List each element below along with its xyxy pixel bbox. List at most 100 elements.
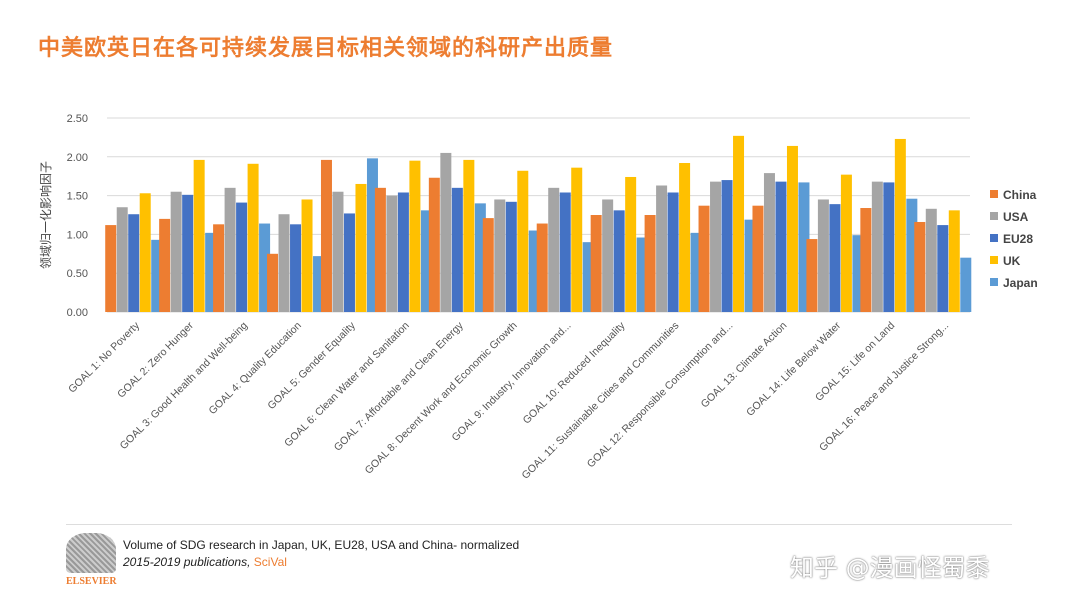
y-tick-label: 2.00 (67, 152, 88, 164)
bar-japan (690, 232, 702, 312)
bar-japan (906, 198, 918, 312)
scival-link[interactable]: SciVal (253, 555, 287, 569)
bar-eu28 (613, 210, 625, 312)
bar-uk (948, 210, 960, 312)
separator: , (247, 555, 254, 569)
bar-uk (409, 160, 421, 312)
legend-swatch-usa (990, 212, 998, 220)
bar-japan (420, 210, 432, 312)
y-tick-label: 0.00 (67, 307, 88, 319)
legend-swatch-japan (990, 278, 998, 286)
publication-text: 2015-2019 publications, SciVal (123, 555, 287, 569)
bar-japan (582, 242, 594, 312)
bar-usa (710, 181, 722, 312)
bar-uk (733, 135, 745, 312)
footer-divider (66, 524, 1012, 525)
bar-uk (786, 145, 798, 312)
bar-usa (494, 199, 506, 312)
bar-eu28 (451, 187, 463, 312)
y-tick-label: 0.50 (67, 268, 88, 280)
bar-japan (205, 232, 217, 312)
bar-uk (193, 159, 205, 312)
bar-japan (852, 235, 864, 312)
source-text: Volume of SDG research in Japan, UK, EU2… (123, 538, 520, 552)
bar-eu28 (505, 201, 517, 312)
bar-eu28 (290, 224, 302, 312)
bar-china (267, 253, 279, 312)
bar-japan (744, 219, 756, 312)
bar-eu28 (775, 181, 787, 312)
slide-title: 中美欧英日在各可持续发展目标相关领域的科研产出质量 (38, 36, 614, 61)
x-tick-label: GOAL 9: Industry, Innovation and... (450, 320, 574, 444)
tree-icon (66, 533, 116, 573)
bar-uk (139, 193, 151, 312)
bar-uk (679, 163, 691, 312)
bar-eu28 (559, 192, 571, 312)
bar-japan (528, 230, 540, 312)
legend-label: USA (1003, 210, 1029, 224)
legend-label: EU28 (1003, 232, 1033, 246)
legend-swatch-eu28 (990, 234, 998, 242)
pub-years: 2015-2019 publications (123, 555, 248, 569)
bar-china (752, 205, 764, 312)
bar-eu28 (236, 202, 248, 312)
legend-swatch-china (990, 190, 998, 198)
logo-text: ELSEVIER (66, 576, 117, 587)
bar-uk (247, 163, 259, 312)
legend-swatch-uk (990, 256, 998, 264)
bar-uk (571, 167, 583, 312)
bar-uk (355, 183, 367, 312)
elsevier-logo: ELSEVIER (66, 533, 118, 587)
bar-usa (440, 152, 452, 312)
bar-usa (817, 199, 829, 312)
bar-usa (763, 173, 775, 312)
bar-usa (925, 208, 937, 312)
bar-eu28 (397, 192, 409, 312)
bar-usa (224, 187, 236, 312)
bar-uk (894, 138, 906, 312)
bar-china (806, 239, 818, 312)
bar-usa (332, 191, 344, 312)
bar-uk (840, 174, 852, 312)
x-tick-label: GOAL 10: Reduced Inequality (521, 319, 628, 426)
bar-china (105, 225, 117, 312)
bar-eu28 (937, 225, 949, 312)
bar-japan (366, 158, 378, 312)
bar-china (698, 205, 710, 312)
bar-china (320, 159, 332, 312)
bar-usa (386, 195, 398, 312)
legend-label: China (1003, 188, 1037, 202)
bar-uk (517, 170, 529, 312)
bar-uk (301, 199, 313, 312)
bar-japan (474, 203, 486, 312)
x-tick-label: GOAL 4: Quality Education (207, 320, 304, 417)
y-axis-label: 领域归一化影响因子 (38, 161, 53, 269)
bar-usa (656, 185, 668, 312)
bar-japan (636, 237, 648, 312)
bar-japan (259, 223, 271, 312)
bar-eu28 (721, 180, 733, 312)
bar-eu28 (829, 204, 841, 312)
bar-china (159, 218, 171, 312)
bar-china (536, 223, 548, 312)
x-tick-label: GOAL 5: Gender Equality (265, 319, 358, 412)
bar-eu28 (667, 192, 679, 312)
bar-china (914, 221, 926, 312)
y-tick-label: 2.50 (67, 113, 88, 125)
bar-usa (602, 199, 614, 312)
legend-label: UK (1003, 254, 1021, 268)
bar-usa (116, 207, 128, 312)
bar-uk (625, 176, 637, 312)
bar-china (482, 218, 494, 312)
bar-china (590, 215, 602, 312)
bar-japan (313, 256, 325, 312)
bar-japan (960, 257, 972, 312)
x-tick-label: GOAL 14: Life Below Water (744, 319, 843, 418)
bar-usa (871, 181, 883, 312)
bar-china (644, 215, 656, 312)
bar-china (213, 224, 225, 312)
bar-uk (463, 159, 475, 312)
bar-china (860, 208, 872, 312)
